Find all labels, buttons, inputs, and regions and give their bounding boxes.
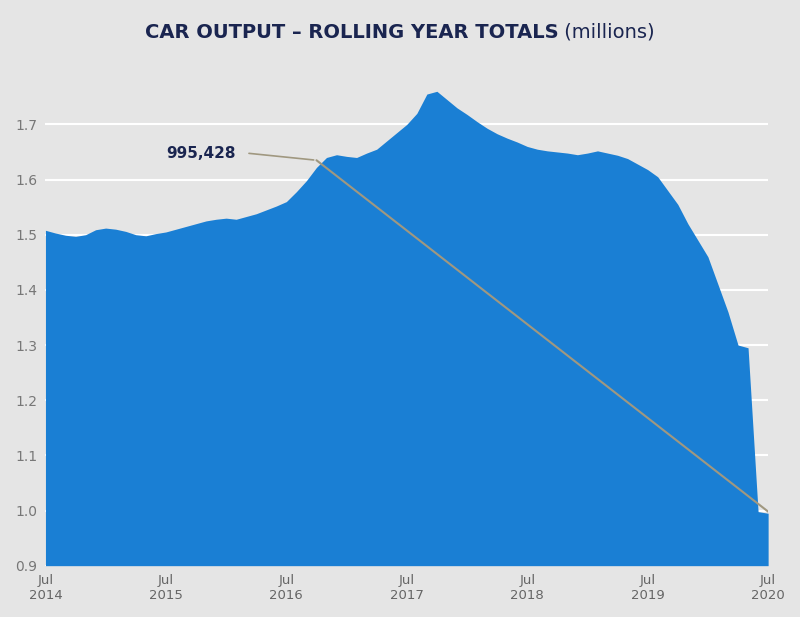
Text: 995,428: 995,428 (166, 146, 236, 160)
Text: (millions): (millions) (558, 23, 655, 42)
Text: CAR OUTPUT – ROLLING YEAR TOTALS: CAR OUTPUT – ROLLING YEAR TOTALS (145, 23, 558, 42)
